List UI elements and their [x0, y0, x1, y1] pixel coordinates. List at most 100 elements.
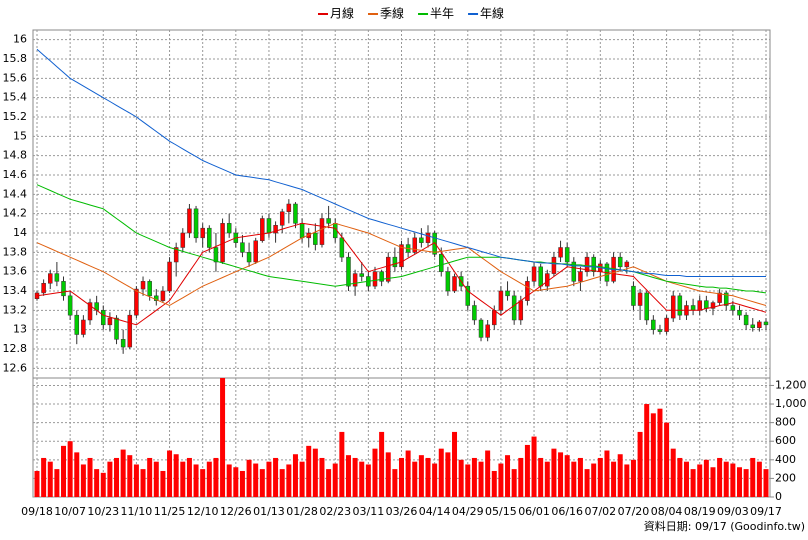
x-tick-label: 06/16 [551, 505, 583, 518]
volume-bar [597, 457, 603, 497]
volume-bar [173, 454, 179, 497]
candle-body [339, 237, 345, 258]
ma-line [36, 184, 767, 294]
candle-body [644, 292, 649, 321]
volume-bar [220, 378, 226, 497]
candle-body [531, 266, 537, 282]
candle-body [167, 261, 172, 292]
volume-bar [617, 454, 623, 497]
volume-bar [133, 464, 139, 497]
candle-body [723, 292, 729, 306]
candle-body [525, 281, 530, 301]
candle-body [319, 218, 325, 245]
volume-bar [226, 464, 232, 497]
y-tick-label: 13.6 [3, 265, 28, 278]
volume-bar [425, 457, 431, 497]
candle-body [518, 300, 524, 321]
volume-bar [717, 457, 723, 497]
candle-body [412, 237, 418, 253]
candle-body [187, 208, 192, 234]
candle-body [107, 317, 113, 326]
volume-bar [491, 470, 497, 497]
candle-body [352, 273, 358, 287]
candle-body [551, 256, 557, 274]
y-tick-label: 15 [13, 129, 27, 142]
candle-body [140, 281, 146, 290]
volume-bar [332, 463, 338, 497]
candle-body [346, 256, 351, 287]
volume-bar [690, 469, 696, 497]
candle-body [120, 339, 126, 348]
candle-body [379, 271, 384, 282]
y-tick-label: 15.2 [3, 110, 28, 123]
candle-body [571, 261, 577, 282]
y-tick-label: 15.6 [3, 71, 28, 84]
volume-bar [743, 469, 749, 497]
candle-body [564, 247, 570, 263]
volume-bar [478, 461, 484, 497]
volume-bar [524, 444, 530, 497]
volume-bar [206, 461, 212, 497]
volume-bar [239, 470, 245, 497]
candle-body [472, 305, 477, 321]
volume-bar [326, 469, 332, 497]
y2-tick-label: 600 [775, 434, 796, 447]
candle-body [439, 254, 444, 272]
candle-body [492, 310, 497, 326]
candle-body [445, 271, 451, 292]
volume-bar [538, 457, 544, 497]
x-tick-label: 12/26 [220, 505, 252, 518]
candle-body [147, 281, 152, 297]
y-tick-label: 15.4 [3, 91, 28, 104]
candle-body [730, 305, 736, 311]
candle-body [750, 324, 755, 328]
volume-bar [498, 463, 504, 497]
candle-body [286, 203, 292, 212]
volume-bar [34, 470, 40, 497]
y-tick-label: 14.4 [3, 187, 28, 200]
volume-bar [365, 464, 371, 497]
candle-body [240, 242, 245, 253]
y-tick-label: 14 [13, 226, 27, 239]
y-tick-label: 14.6 [3, 168, 28, 181]
candle-body [578, 271, 583, 282]
volume-bar [412, 461, 418, 497]
candle-body [114, 317, 119, 340]
y-tick-label: 14.8 [3, 149, 28, 162]
volume-bar [233, 467, 239, 497]
volume-bar [551, 448, 557, 497]
volume-bar [193, 464, 199, 497]
volume-bar [505, 455, 511, 497]
candle-body [134, 288, 139, 316]
candle-body [485, 324, 490, 338]
candle-body [419, 237, 424, 243]
candle-body [246, 252, 252, 263]
volume-bar [54, 469, 60, 497]
x-tick-label: 07/20 [618, 505, 650, 518]
volume-bar [339, 431, 345, 497]
candle-body [624, 261, 630, 268]
volume-bar [730, 463, 736, 497]
volume-bar [604, 450, 610, 497]
candle-body [631, 285, 636, 306]
volume-bar [564, 455, 570, 497]
volume-bar [259, 469, 265, 497]
volume-bar [577, 457, 583, 497]
volume-bar [657, 408, 663, 497]
volume-bar [372, 448, 378, 497]
volume-bar [47, 461, 53, 497]
volume-bar [180, 461, 186, 497]
footnote: 資料日期: 09/17 (Goodinfo.tw) [644, 519, 805, 533]
candle-body [538, 266, 543, 287]
x-tick-label: 09/17 [750, 505, 782, 518]
volume-bar [94, 469, 100, 497]
candle-body [511, 295, 517, 321]
volume-bar [266, 461, 272, 497]
volume-bar [624, 464, 630, 497]
volume-bar [186, 457, 192, 497]
candle-body [48, 273, 53, 284]
volume-bar [273, 457, 279, 497]
volume-bar [611, 461, 617, 497]
x-tick-label: 09/18 [21, 505, 53, 518]
